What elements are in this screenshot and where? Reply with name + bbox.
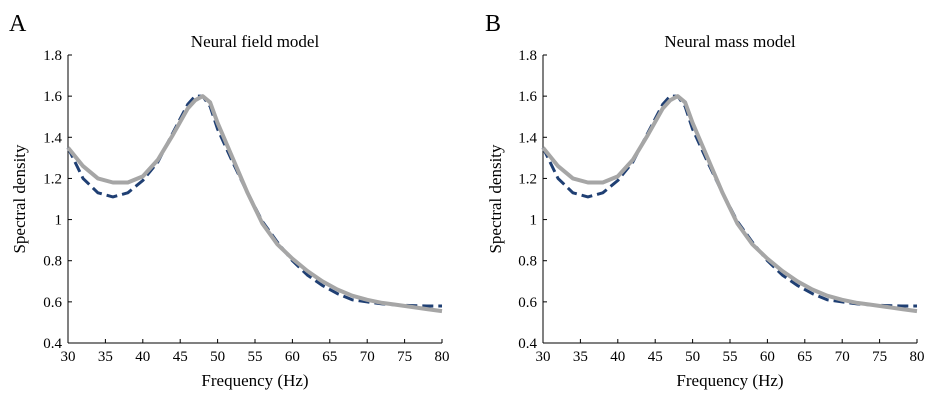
x-tick-label: 65 [797, 349, 812, 365]
x-axis-label: Frequency (Hz) [201, 371, 308, 390]
x-tick-label: 40 [135, 349, 150, 365]
y-tick-label: 1.6 [43, 89, 62, 105]
y-tick-label: 1.4 [518, 130, 537, 146]
y-axis-label: Spectral density [486, 144, 505, 254]
x-tick-label: 75 [872, 349, 887, 365]
y-tick-label: 1.8 [43, 48, 62, 64]
x-tick-label: 45 [173, 349, 188, 365]
x-tick-label: 70 [835, 349, 850, 365]
x-tick-label: 60 [285, 349, 300, 365]
x-tick-label: 30 [61, 349, 76, 365]
y-tick-label: 1 [530, 213, 538, 229]
y-tick-label: 1 [55, 213, 63, 229]
series-line-dashed [66, 94, 442, 308]
y-tick-label: 0.6 [43, 295, 62, 311]
x-tick-label: 80 [910, 349, 925, 365]
y-tick-label: 0.4 [518, 336, 537, 352]
series-line-solid [66, 94, 443, 314]
x-tick-label: 75 [397, 349, 412, 365]
x-tick-label: 55 [248, 349, 263, 365]
x-tick-label: 60 [760, 349, 775, 365]
y-tick-label: 1.8 [518, 48, 537, 64]
x-tick-label: 50 [210, 349, 225, 365]
x-tick-label: 70 [360, 349, 375, 365]
y-tick-label: 1.2 [43, 171, 62, 187]
y-tick-label: 0.8 [43, 254, 62, 270]
x-tick-label: 65 [322, 349, 337, 365]
x-tick-label: 35 [98, 349, 113, 365]
y-tick-label: 0.4 [43, 336, 62, 352]
x-tick-label: 55 [723, 349, 738, 365]
y-tick-label: 0.6 [518, 295, 537, 311]
panel-label: B [485, 11, 501, 37]
y-tick-label: 1.2 [518, 171, 537, 187]
panel-label: A [9, 11, 27, 37]
chart-title: Neural mass model [664, 32, 796, 51]
series-line-solid [541, 94, 918, 314]
y-tick-label: 1.4 [43, 130, 62, 146]
y-tick-label: 0.8 [518, 254, 537, 270]
x-tick-label: 40 [610, 349, 625, 365]
series-line-dashed [541, 94, 917, 308]
x-tick-label: 35 [573, 349, 588, 365]
chart-panel-b: B Neural mass model 0.4 0.6 0.8 1 1.2 1.4 1.6 1.8… [485, 11, 925, 390]
x-tick-label: 80 [435, 349, 450, 365]
x-tick-label: 30 [536, 349, 551, 365]
chart-panel-a: A Neural field model 0.4 0.6 0.8 1 1.2 1.4 1.6 1.… [9, 11, 450, 390]
y-axis-label: Spectral density [10, 144, 29, 254]
y-tick-label: 1.6 [518, 89, 537, 105]
x-tick-label: 45 [648, 349, 663, 365]
x-axis-label: Frequency (Hz) [676, 371, 783, 390]
x-tick-label: 50 [685, 349, 700, 365]
chart-title: Neural field model [191, 32, 320, 51]
